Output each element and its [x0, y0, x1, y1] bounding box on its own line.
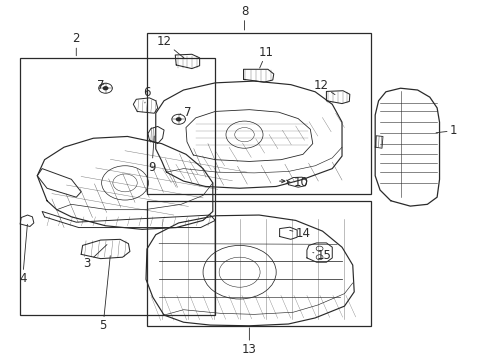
Text: 4: 4 — [19, 224, 27, 285]
Text: 1: 1 — [435, 124, 456, 137]
Bar — [20, 58, 215, 315]
Text: 12: 12 — [156, 35, 184, 59]
Text: 11: 11 — [259, 46, 274, 68]
Circle shape — [102, 86, 108, 90]
Text: 10: 10 — [285, 176, 307, 189]
Text: 15: 15 — [312, 248, 331, 262]
Text: 7: 7 — [180, 106, 191, 120]
Text: 13: 13 — [242, 328, 256, 356]
Circle shape — [175, 117, 181, 121]
Text: 14: 14 — [289, 227, 310, 240]
Text: 3: 3 — [83, 244, 107, 270]
Text: 7: 7 — [96, 79, 104, 92]
Bar — [147, 201, 370, 326]
Text: 12: 12 — [313, 79, 334, 95]
Text: 5: 5 — [99, 256, 110, 332]
Text: 6: 6 — [143, 86, 151, 103]
Text: 2: 2 — [72, 32, 80, 56]
Text: 9: 9 — [148, 136, 156, 174]
Text: 8: 8 — [240, 5, 248, 30]
Bar — [147, 33, 370, 194]
